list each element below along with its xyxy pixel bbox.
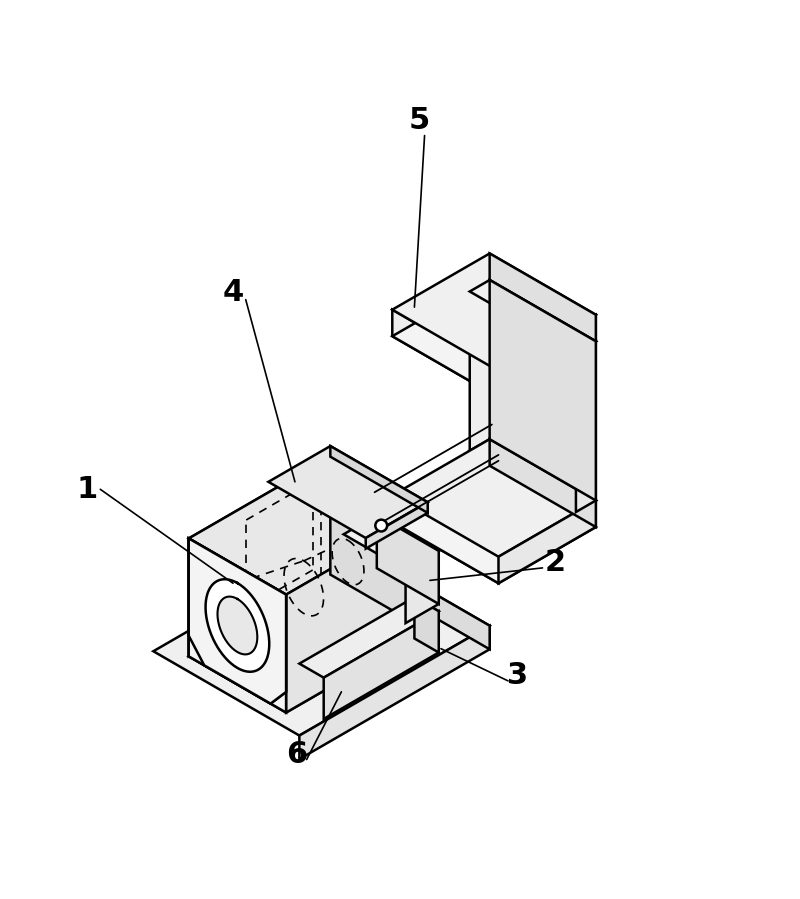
Polygon shape — [392, 440, 596, 556]
Polygon shape — [490, 254, 596, 342]
Polygon shape — [299, 626, 490, 759]
Polygon shape — [498, 501, 596, 583]
Text: 2: 2 — [545, 548, 566, 577]
Polygon shape — [392, 495, 498, 583]
Text: 1: 1 — [77, 475, 98, 503]
Polygon shape — [498, 315, 596, 397]
Text: 4: 4 — [222, 279, 243, 307]
Polygon shape — [330, 446, 428, 513]
Polygon shape — [392, 466, 596, 583]
Polygon shape — [189, 539, 286, 704]
Polygon shape — [414, 597, 438, 653]
Polygon shape — [470, 280, 596, 352]
Text: 3: 3 — [507, 662, 529, 690]
Polygon shape — [218, 597, 258, 654]
Polygon shape — [330, 457, 428, 631]
Polygon shape — [189, 457, 330, 656]
Polygon shape — [189, 457, 428, 594]
Polygon shape — [344, 541, 490, 649]
Polygon shape — [206, 579, 270, 672]
Polygon shape — [392, 280, 596, 397]
Polygon shape — [470, 291, 576, 512]
Polygon shape — [344, 515, 438, 570]
Polygon shape — [576, 342, 596, 512]
Polygon shape — [189, 539, 286, 704]
Circle shape — [375, 520, 387, 531]
Polygon shape — [377, 515, 438, 604]
Polygon shape — [490, 440, 596, 527]
Polygon shape — [324, 611, 438, 719]
Polygon shape — [392, 309, 498, 397]
Text: 5: 5 — [409, 106, 430, 136]
Polygon shape — [470, 440, 596, 512]
Polygon shape — [406, 551, 438, 623]
Polygon shape — [286, 513, 428, 713]
Polygon shape — [268, 446, 428, 538]
Polygon shape — [189, 574, 428, 713]
Polygon shape — [490, 280, 596, 501]
Polygon shape — [299, 597, 438, 678]
Polygon shape — [366, 503, 428, 548]
Text: 6: 6 — [286, 740, 307, 770]
Polygon shape — [189, 539, 286, 713]
Polygon shape — [154, 541, 490, 735]
Polygon shape — [392, 254, 596, 371]
